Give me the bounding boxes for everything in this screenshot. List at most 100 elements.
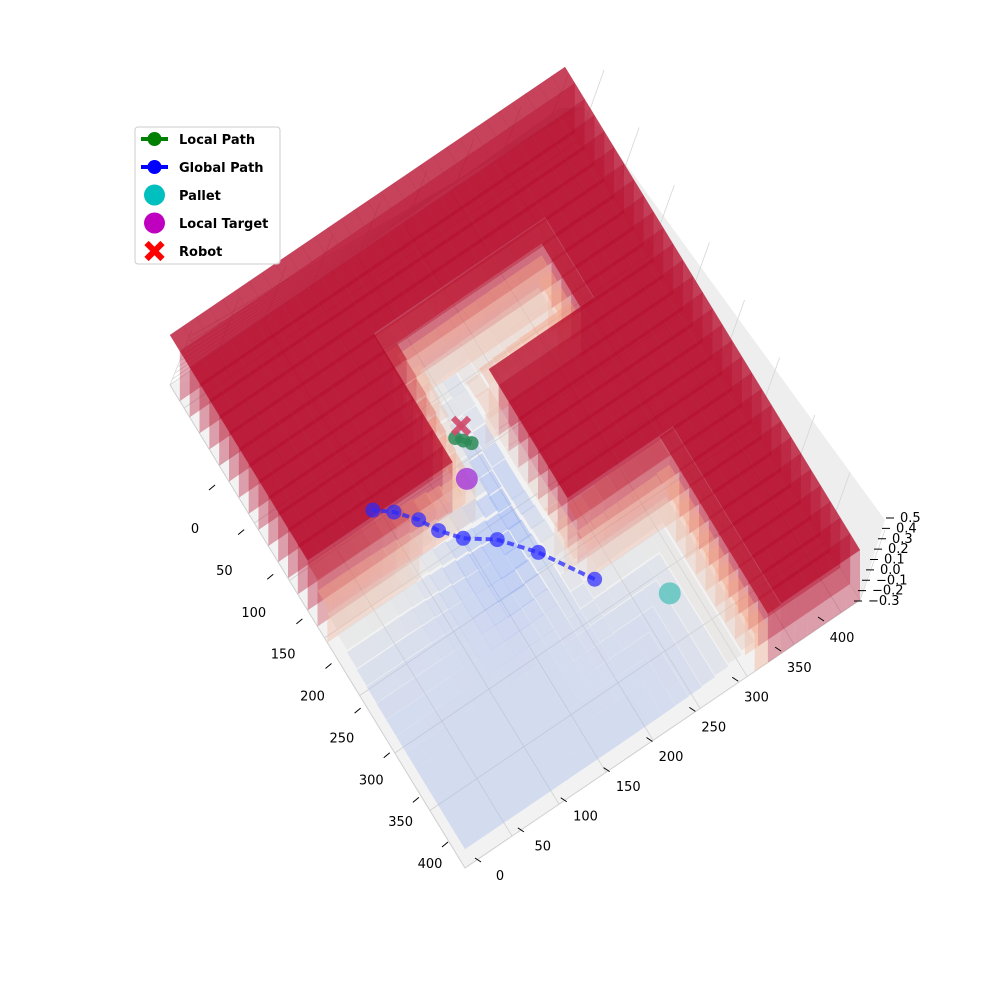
surface-cell	[590, 617, 614, 643]
surface-cell	[482, 441, 506, 467]
surface-cell	[478, 562, 502, 588]
surface-cell	[620, 572, 643, 598]
surface-cell	[468, 633, 492, 659]
surface-cell	[498, 505, 522, 531]
surface-cell	[692, 660, 716, 686]
surface-cell	[652, 689, 676, 715]
surface-side	[446, 335, 460, 380]
surface-cell	[340, 595, 364, 621]
robot-marker	[450, 415, 472, 437]
surface-cell	[643, 580, 666, 606]
surface-cell	[652, 596, 676, 622]
surface-side	[488, 375, 502, 420]
surface-cell	[379, 669, 403, 695]
surface-cell	[501, 569, 525, 595]
surface-cell	[426, 485, 450, 511]
x-tick-label: 250	[701, 720, 726, 735]
surface-cell	[577, 718, 600, 744]
surface-side	[554, 516, 568, 557]
surface-cell	[518, 622, 541, 648]
surface-side	[528, 243, 542, 302]
surface-side	[383, 528, 397, 582]
surface-cell	[485, 512, 509, 538]
surface-cell	[636, 535, 660, 561]
surface-cell	[366, 677, 390, 703]
z-tick-label: 0.4	[896, 521, 917, 536]
surface-cell	[580, 485, 604, 511]
surface-cell	[461, 774, 485, 800]
surface-side	[472, 316, 486, 362]
surface-cell	[462, 593, 486, 619]
surface-cell	[515, 264, 539, 290]
surface-side	[548, 287, 562, 334]
surface-cell	[597, 563, 620, 589]
surface-side	[353, 580, 367, 625]
surface-cell	[563, 727, 587, 753]
surface-cell	[469, 349, 493, 375]
surface-cell	[475, 493, 499, 519]
surface-cell	[679, 574, 703, 600]
surface-cell	[573, 652, 597, 678]
surface-cell	[580, 693, 604, 719]
surface-cell	[429, 379, 453, 405]
surface-cell	[475, 765, 498, 791]
surface-cell	[439, 478, 463, 504]
surface-cell	[455, 552, 479, 578]
surface-side	[626, 509, 640, 554]
surface-cell	[560, 565, 584, 591]
surface-side	[396, 520, 410, 573]
surface-cell	[659, 638, 683, 664]
surface-cell	[560, 752, 584, 778]
surface-cell	[603, 700, 627, 726]
surface-cell	[587, 543, 611, 569]
legend-circle-swatch	[144, 184, 165, 206]
y-tick-mark	[412, 796, 420, 803]
surface-cell	[649, 526, 673, 552]
y-tick-label: 300	[359, 773, 384, 788]
y-tick-label: 350	[388, 815, 413, 830]
surface-cell	[524, 754, 548, 780]
surface-cell	[669, 654, 693, 680]
surface-cell	[521, 312, 545, 338]
surface-cell	[455, 641, 479, 667]
surface-cell	[360, 634, 384, 660]
surface-cell	[544, 500, 568, 526]
surface-side	[846, 550, 860, 609]
surface-cell	[356, 660, 380, 686]
surface-cell	[423, 328, 447, 354]
surface-cell	[653, 496, 676, 522]
surface-cell	[502, 273, 526, 299]
surface-cell	[412, 693, 436, 719]
surface-cell	[433, 352, 456, 378]
y-tick-label: 400	[418, 857, 443, 872]
z-tick-label: 0.5	[900, 511, 921, 526]
surface-side	[462, 288, 476, 346]
surface-cell	[600, 633, 624, 659]
global-path-point	[489, 532, 505, 548]
surface-cell	[376, 694, 400, 720]
legend-entry: Local Target	[144, 212, 268, 234]
surface-cell	[442, 559, 466, 585]
surface-cell	[517, 713, 541, 739]
x-tick-mark	[560, 797, 568, 803]
surface-side	[646, 435, 660, 495]
global-path-point	[365, 502, 381, 518]
surface-cell	[577, 521, 601, 547]
surface-cell	[702, 577, 726, 603]
surface-cell	[439, 675, 462, 701]
surface-cell	[676, 496, 699, 522]
surface-cell	[472, 423, 496, 450]
surface-cell	[432, 540, 456, 566]
surface-cell	[455, 732, 479, 758]
surface-cell	[550, 645, 574, 671]
surface-cell	[462, 300, 486, 326]
surface-cell	[422, 617, 446, 643]
surface-cell	[462, 405, 486, 431]
surface-cell	[646, 648, 670, 674]
surface-cell	[712, 593, 735, 619]
surface-side	[422, 507, 436, 556]
surface-cell	[485, 405, 509, 431]
surface-cell	[360, 520, 384, 546]
surface-cell	[682, 644, 706, 670]
surface-cell	[547, 670, 571, 696]
